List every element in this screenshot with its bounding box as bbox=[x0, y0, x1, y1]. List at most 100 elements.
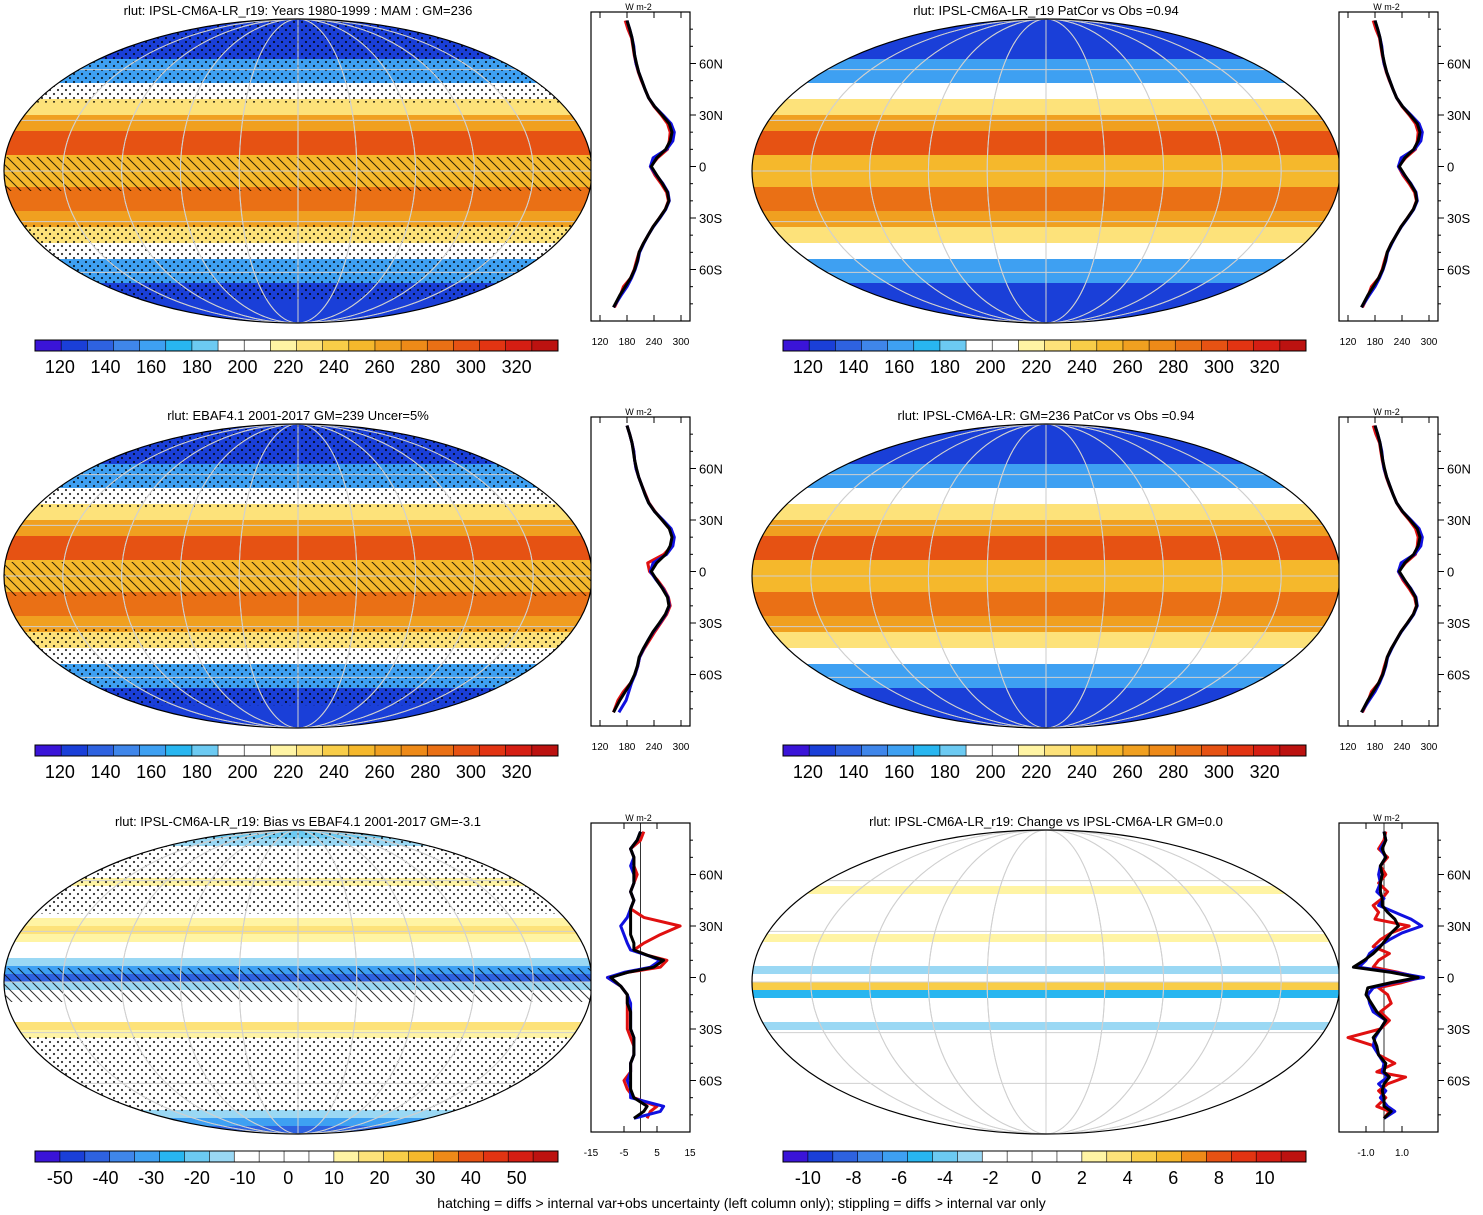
colorbar-segment bbox=[809, 340, 836, 351]
colorbar-segment bbox=[1201, 340, 1228, 351]
colorbar-segment bbox=[966, 340, 993, 351]
graticule-lon bbox=[179, 830, 417, 1134]
lat-label: 30S bbox=[1447, 1022, 1470, 1037]
colorbar-label: 180 bbox=[930, 357, 960, 377]
colorbar-label: 220 bbox=[273, 762, 303, 782]
colorbar-label: 0 bbox=[283, 1168, 293, 1188]
lat-label: 60N bbox=[1447, 868, 1471, 883]
colorbar-segment bbox=[783, 340, 810, 351]
colorbar-segment bbox=[861, 745, 888, 756]
lat-label: 30S bbox=[699, 1022, 722, 1037]
graticule-lon bbox=[238, 830, 358, 1134]
colorbar-label: 20 bbox=[370, 1168, 390, 1188]
colorbar-segment bbox=[374, 745, 402, 756]
colorbar-label: -10 bbox=[795, 1168, 821, 1188]
colorbar-label: 180 bbox=[182, 762, 212, 782]
lat-label: 60S bbox=[1447, 1074, 1470, 1089]
colorbar-segment bbox=[1018, 340, 1045, 351]
colorbar-label: 140 bbox=[838, 357, 868, 377]
colorbar-segment bbox=[433, 1151, 459, 1162]
colorbar-segment bbox=[244, 340, 271, 351]
colorbar-label: 320 bbox=[502, 762, 532, 782]
panel-1: rlut: IPSL-CM6A-LR_r19: Years 1980-1999 … bbox=[3, 2, 723, 377]
colorbar-label: 260 bbox=[1113, 762, 1143, 782]
zonal-xtick-label: 180 bbox=[1367, 337, 1384, 348]
colorbar-label: 140 bbox=[838, 762, 868, 782]
colorbar-segment bbox=[453, 340, 480, 351]
colorbar-segment bbox=[296, 340, 323, 351]
zonal-unit-label: W m-2 bbox=[1373, 2, 1400, 12]
colorbar-segment bbox=[1070, 745, 1098, 756]
colorbar-segment bbox=[191, 745, 219, 756]
graticule-lon bbox=[179, 424, 417, 728]
colorbar-label: 10 bbox=[324, 1168, 344, 1188]
colorbar-segment bbox=[479, 745, 506, 756]
colorbar-segment bbox=[807, 1151, 834, 1162]
colorbar-label: 200 bbox=[976, 357, 1006, 377]
colorbar-segment bbox=[139, 745, 167, 756]
colorbar-segment bbox=[1044, 745, 1071, 756]
colorbar-segment bbox=[87, 745, 114, 756]
colorbar-segment bbox=[857, 1151, 883, 1162]
colorbar-label: -6 bbox=[891, 1168, 907, 1188]
colorbar-segment bbox=[35, 745, 62, 756]
colorbar-label: 120 bbox=[45, 357, 75, 377]
colorbar-label: 280 bbox=[410, 762, 440, 782]
colorbar-label: -20 bbox=[184, 1168, 210, 1188]
graticule-lon bbox=[62, 830, 534, 1134]
colorbar-label: 30 bbox=[415, 1168, 435, 1188]
colorbar-segment bbox=[87, 340, 114, 351]
colorbar-segment bbox=[531, 745, 559, 756]
colorbar-segment bbox=[957, 1151, 983, 1162]
colorbar-label: 240 bbox=[1067, 762, 1097, 782]
colorbar-segment bbox=[531, 340, 559, 351]
series-mmm bbox=[1360, 20, 1422, 308]
colorbar-segment bbox=[1096, 340, 1124, 351]
zonal-mean-plot: 60N 30N 0 30S 60S 120 180 240 300 W m-2 bbox=[1338, 407, 1471, 753]
panel-title: rlut: IPSL-CM6A-LR: GM=236 PatCor vs Obs… bbox=[898, 408, 1195, 423]
zonal-xtick-label: 120 bbox=[1340, 337, 1357, 348]
graticule-lon bbox=[869, 830, 1223, 1134]
colorbar-segment bbox=[184, 1151, 210, 1162]
colorbar-segment bbox=[134, 1151, 160, 1162]
colorbar-segment bbox=[1256, 1151, 1282, 1162]
lat-label: 60N bbox=[1447, 462, 1471, 477]
zonal-frame bbox=[590, 11, 691, 322]
colorbar-label: 320 bbox=[502, 357, 532, 377]
colorbar-label: 4 bbox=[1123, 1168, 1133, 1188]
colorbar-segment bbox=[505, 340, 533, 351]
panel-6: rlut: IPSL-CM6A-LR_r19: Change vs IPSL-C… bbox=[751, 813, 1471, 1188]
colorbar-label: 320 bbox=[1250, 762, 1280, 782]
graticule-lon bbox=[179, 19, 417, 323]
colorbar-segment bbox=[296, 745, 323, 756]
zonal-frame bbox=[1338, 11, 1439, 322]
zonal-xtick-label: -1.0 bbox=[1357, 1148, 1375, 1159]
graticule-lon bbox=[121, 830, 475, 1134]
zonal-frame bbox=[590, 416, 691, 727]
panel-title: rlut: IPSL-CM6A-LR_r19: Change vs IPSL-C… bbox=[869, 814, 1223, 829]
colorbar-segment bbox=[479, 340, 506, 351]
lat-label: 60N bbox=[699, 868, 723, 883]
colorbar-label: -50 bbox=[47, 1168, 73, 1188]
colorbar-segment bbox=[244, 745, 271, 756]
zonal-xtick-label: -5 bbox=[620, 1148, 629, 1159]
colorbar-label: 160 bbox=[136, 357, 166, 377]
colorbar-segment bbox=[113, 340, 140, 351]
colorbar-label: 40 bbox=[461, 1168, 481, 1188]
colorbar-label: 160 bbox=[884, 357, 914, 377]
panel-3: rlut: EBAF4.1 2001-2017 GM=239 Uncer=5% 1… bbox=[3, 407, 723, 782]
panel-title: rlut: IPSL-CM6A-LR_r19: Years 1980-1999 … bbox=[124, 3, 473, 18]
colorbar-segment bbox=[401, 340, 428, 351]
colorbar-segment bbox=[139, 340, 167, 351]
lat-label: 30N bbox=[1447, 108, 1471, 123]
zonal-mean-plot: 60N 30N 0 30S 60S 120 180 240 300 W m-2 bbox=[590, 2, 723, 348]
colorbar-label: 120 bbox=[793, 357, 823, 377]
colorbar-label: 180 bbox=[182, 357, 212, 377]
colorbar-segment bbox=[887, 745, 915, 756]
colorbar-label: 240 bbox=[319, 762, 349, 782]
graticule-lon bbox=[121, 19, 475, 323]
lat-label: 30N bbox=[699, 108, 723, 123]
colorbar-label: 240 bbox=[1067, 357, 1097, 377]
colorbar-label: -8 bbox=[846, 1168, 862, 1188]
colorbar-segment bbox=[861, 340, 888, 351]
